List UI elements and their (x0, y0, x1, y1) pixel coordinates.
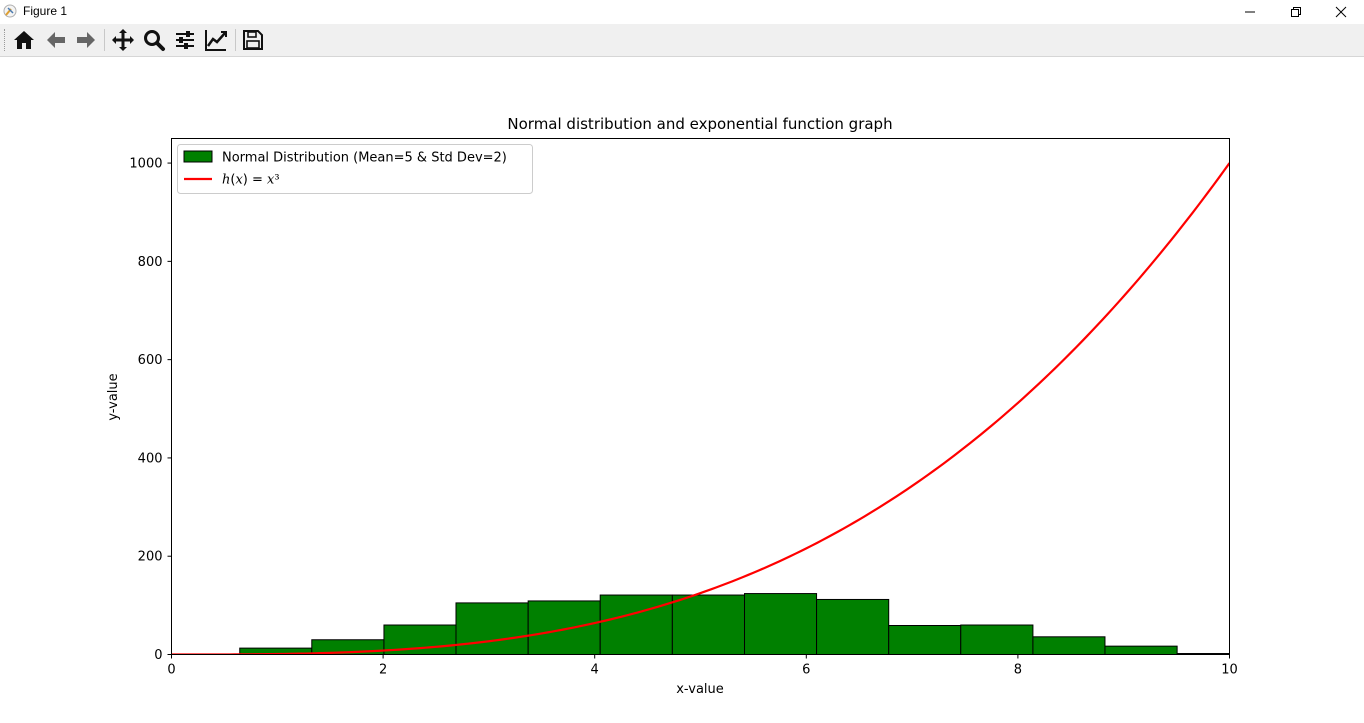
curve-line (171, 162, 1230, 655)
legend-label-curve: h(x) = x³ (222, 173, 280, 188)
y-tick-label: 200 (138, 550, 163, 565)
save-icon (243, 30, 263, 50)
chart-canvas: Normal distribution and exponential func… (106, 115, 1238, 697)
close-icon (1335, 6, 1347, 18)
histogram-bar (960, 624, 1034, 655)
histogram-bar (671, 594, 746, 655)
legend-box (177, 144, 533, 194)
x-tick-label: 6 (802, 663, 810, 678)
restore-button[interactable] (1273, 0, 1319, 24)
line-chart-icon (205, 30, 227, 51)
zoom-icon (144, 30, 165, 51)
save-button[interactable] (240, 27, 266, 53)
histogram-bar (527, 600, 601, 655)
sliders-icon (176, 31, 194, 49)
close-button[interactable] (1318, 0, 1364, 24)
legend-swatch-histogram (183, 150, 213, 163)
histogram-bar (1104, 645, 1178, 655)
minimize-button[interactable] (1227, 0, 1273, 24)
histogram-bar (1032, 636, 1106, 655)
back-button[interactable] (43, 27, 69, 53)
y-tick-label: 800 (138, 255, 163, 270)
navigation-toolbar (0, 24, 1364, 57)
histogram-bars (171, 593, 1230, 655)
x-ticks: 0 2 4 6 8 10 (167, 654, 1238, 678)
toolbar-separator (235, 29, 236, 51)
forward-button[interactable] (73, 27, 99, 53)
y-tick-label: 400 (138, 451, 163, 466)
x-tick-label: 0 (167, 663, 175, 678)
y-axis-label: y-value (106, 373, 121, 420)
minimize-icon (1245, 11, 1255, 13)
arrow-right-icon (77, 32, 95, 48)
y-tick-label: 0 (154, 648, 162, 663)
app-icon (3, 4, 17, 18)
x-tick-label: 4 (591, 663, 599, 678)
restore-icon (1291, 7, 1301, 17)
toolbar-separator (104, 29, 105, 51)
y-ticks: 0 200 400 600 800 1000 (129, 157, 172, 663)
histogram-bar (744, 593, 818, 655)
x-tick-label: 10 (1221, 663, 1238, 678)
edit-axes-button[interactable] (203, 27, 229, 53)
x-tick-label: 2 (379, 663, 387, 678)
legend: Normal Distribution (Mean=5 & Std Dev=2)… (177, 144, 533, 194)
home-button[interactable] (11, 27, 37, 53)
histogram-bar (599, 594, 673, 655)
y-tick-label: 1000 (129, 157, 162, 172)
histogram-bar (888, 625, 962, 655)
window-titlebar: Figure 1 (0, 0, 1364, 24)
chart-title: Normal distribution and exponential func… (507, 115, 892, 133)
zoom-button[interactable] (141, 27, 167, 53)
histogram-bar (816, 598, 890, 655)
axes-frame (171, 138, 1230, 655)
subplots-button[interactable] (172, 27, 198, 53)
legend-label-histogram: Normal Distribution (Mean=5 & Std Dev=2) (222, 151, 507, 166)
y-tick-label: 600 (138, 353, 163, 368)
pan-button[interactable] (110, 27, 136, 53)
window-title: Figure 1 (23, 4, 68, 18)
x-axis-label: x-value (676, 682, 724, 697)
histogram-bar (455, 602, 529, 655)
toolbar-grip (4, 29, 7, 51)
arrow-left-icon (47, 32, 65, 48)
home-icon (14, 31, 34, 49)
x-tick-label: 8 (1014, 663, 1022, 678)
move-icon (112, 29, 134, 51)
